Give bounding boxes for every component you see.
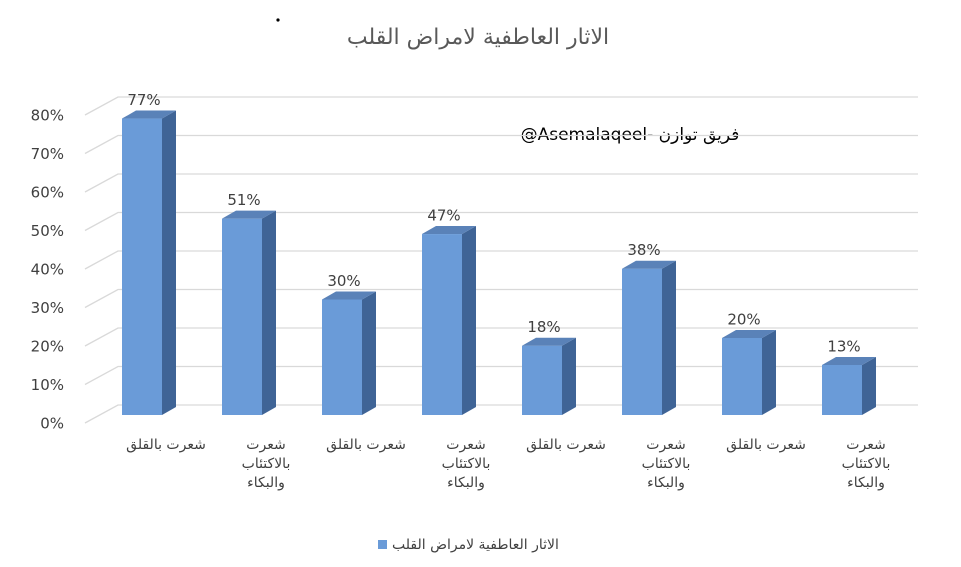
bar-top <box>622 260 676 269</box>
grid-line <box>84 96 918 116</box>
bar-side <box>162 110 176 416</box>
grid-line <box>84 134 918 155</box>
bar <box>822 364 862 415</box>
bar-side <box>462 226 476 415</box>
grid-line <box>84 404 918 424</box>
bar-top <box>822 356 876 365</box>
bar-top <box>722 330 776 338</box>
bar-side <box>262 210 276 415</box>
value-label: 77% <box>127 91 160 109</box>
bar-side <box>562 337 576 415</box>
bar-top <box>322 291 376 300</box>
bar-top <box>122 110 176 119</box>
bar-side <box>662 260 676 415</box>
x-tick-label: شعرت بالاكتئاب والبكاء <box>241 437 291 491</box>
bar-top <box>222 210 276 219</box>
value-label: 30% <box>327 272 360 290</box>
y-tick-label: 0% <box>40 415 64 433</box>
bar-side <box>762 330 776 415</box>
y-tick-label: 60% <box>31 184 64 202</box>
x-tick-label: شعرت بالقلق <box>326 437 406 453</box>
value-label: 20% <box>727 311 760 329</box>
legend-swatch <box>378 540 387 549</box>
bar <box>422 234 462 415</box>
x-tick-label: شعرت بالاكتئاب والبكاء <box>441 437 491 491</box>
x-tick-label: شعرت بالقلق <box>726 437 806 453</box>
grid-line <box>84 365 918 386</box>
grid-line <box>84 173 918 193</box>
x-tick-label: شعرت بالقلق <box>526 437 606 453</box>
value-label: 47% <box>427 207 460 225</box>
bar <box>722 338 762 415</box>
bar-side <box>362 291 376 415</box>
bar <box>322 299 362 415</box>
legend-label: الاثار العاطفية لامراض القلب <box>392 537 559 553</box>
y-tick-label: 40% <box>31 261 64 279</box>
grid-line <box>84 288 918 309</box>
x-tick-label: شعرت بالاكتئاب والبكاء <box>841 437 891 491</box>
value-label: 18% <box>527 318 560 336</box>
chart-title: الاثار العاطفية لامراض القلب <box>347 25 609 50</box>
bar-side <box>862 356 876 415</box>
x-tick-label: شعرت بالاكتئاب والبكاء <box>641 437 691 491</box>
bar-top <box>422 226 476 235</box>
grid-line <box>84 327 918 347</box>
y-tick-label: 50% <box>31 222 64 240</box>
value-label: 38% <box>627 241 660 259</box>
bar <box>222 218 262 415</box>
bar <box>522 345 562 415</box>
value-label: 13% <box>827 337 860 355</box>
bar <box>622 268 662 415</box>
x-tick-label: شعرت بالقلق <box>126 437 206 453</box>
y-tick-label: 10% <box>31 376 64 394</box>
bar-top <box>522 337 576 346</box>
grid-line <box>84 211 918 232</box>
y-tick-label: 30% <box>31 299 64 317</box>
bar <box>122 118 162 416</box>
dot <box>276 18 280 22</box>
y-tick-label: 80% <box>31 107 64 125</box>
y-tick-label: 20% <box>31 338 64 356</box>
value-label: 51% <box>227 191 260 209</box>
grid-line <box>84 250 918 270</box>
y-tick-label: 70% <box>31 145 64 163</box>
